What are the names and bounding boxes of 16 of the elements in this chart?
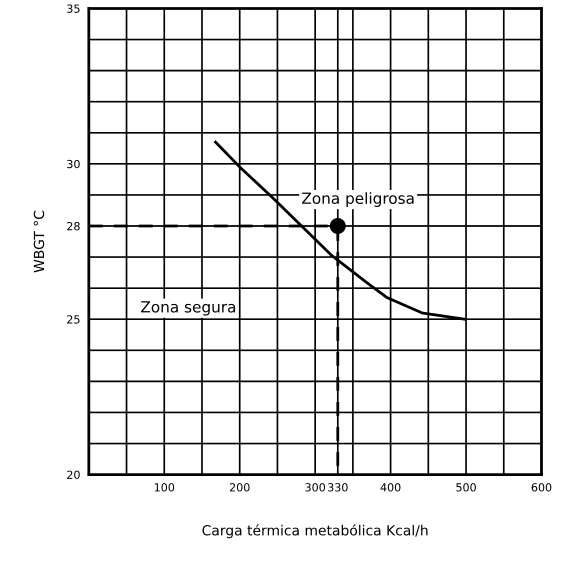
x-axis-title: Carga térmica metabólica Kcal/h bbox=[202, 524, 428, 538]
y-tick-label: 30 bbox=[67, 160, 80, 168]
x-tick-label: 100 bbox=[154, 483, 174, 492]
y-tick-label: 20 bbox=[67, 470, 80, 479]
y-tick-label: 35 bbox=[67, 4, 80, 13]
annotation: Zona peligrosa bbox=[302, 192, 414, 207]
annotation: Zona segura bbox=[141, 301, 236, 316]
x-tick-label: 500 bbox=[456, 483, 476, 492]
y-axis-title: WBGT °C bbox=[34, 210, 44, 272]
x-tick-label: 300 bbox=[305, 483, 326, 492]
x-tick-label: 200 bbox=[230, 483, 250, 492]
x-tick-label: 600 bbox=[532, 483, 552, 492]
x-tick-label: 400 bbox=[380, 483, 400, 492]
y-tick-label: 28 bbox=[67, 222, 80, 230]
x-tick-label: 330 bbox=[328, 483, 348, 492]
y-tick-label: 25 bbox=[67, 315, 80, 324]
